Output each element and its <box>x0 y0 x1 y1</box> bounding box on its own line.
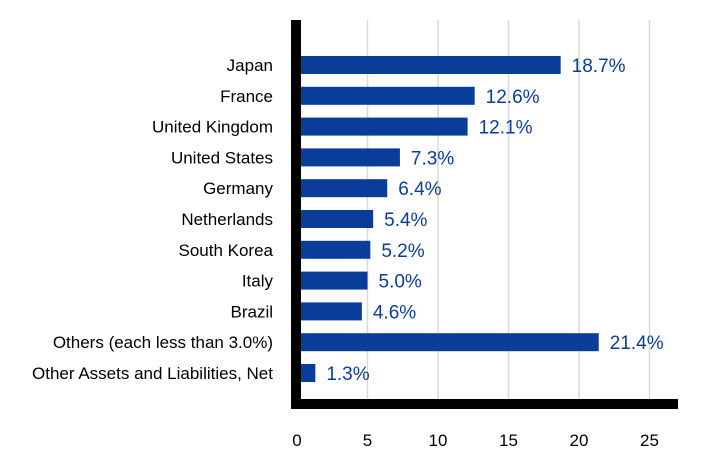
value-label-1: 18.7% <box>572 56 626 77</box>
category-label-6: Netherlands <box>181 210 273 229</box>
bar-5 <box>297 179 388 198</box>
bars <box>297 56 599 382</box>
category-label-2: France <box>220 87 273 106</box>
value-label-8: 5.0% <box>379 272 422 293</box>
x-axis-line <box>291 399 678 409</box>
y-axis-line <box>291 20 301 409</box>
category-label-1: Japan <box>227 56 273 75</box>
value-label-5: 6.4% <box>398 179 441 200</box>
x-tick-label-20: 20 <box>570 431 589 450</box>
bar-4 <box>297 148 400 167</box>
value-labels: 18.7% 12.6% 12.1% 7.3% 6.4% 5.4% 5.2% 5.0% 4.6% 2… <box>326 56 663 385</box>
value-label-4: 7.3% <box>411 148 454 169</box>
value-label-10: 21.4% <box>610 333 664 354</box>
category-label-9: Brazil <box>230 302 273 321</box>
value-label-9: 4.6% <box>373 302 416 323</box>
value-label-2: 12.6% <box>486 87 540 108</box>
bar-10 <box>297 333 599 352</box>
bar-6 <box>297 210 374 228</box>
category-label-8: Italy <box>242 272 274 291</box>
category-label-10: Others (each less than 3.0%) <box>53 333 273 352</box>
bar-7 <box>297 240 371 259</box>
x-tick-labels: 0 5 10 15 20 25 <box>292 431 659 450</box>
x-tick-label-10: 10 <box>429 431 448 450</box>
category-label-3: United Kingdom <box>152 118 273 137</box>
bar-3 <box>297 117 468 136</box>
bar-2 <box>297 86 475 105</box>
category-label-7: South Korea <box>178 241 273 260</box>
value-label-6: 5.4% <box>384 210 427 231</box>
category-label-5: Germany <box>203 179 273 198</box>
value-label-7: 5.2% <box>381 241 424 262</box>
bar-9 <box>297 302 362 321</box>
bar-8 <box>297 271 368 290</box>
category-labels: Japan France United Kingdom United States Ge… <box>32 56 274 383</box>
category-label-4: United States <box>171 148 273 167</box>
value-label-11: 1.3% <box>326 364 369 385</box>
value-label-3: 12.1% <box>479 118 533 139</box>
bar-1 <box>297 56 561 74</box>
category-label-11: Other Assets and Liabilities, Net <box>32 364 273 383</box>
axes <box>291 20 678 409</box>
x-tick-label-15: 15 <box>499 431 518 450</box>
x-tick-label-25: 25 <box>640 431 659 450</box>
bar-11 <box>297 364 316 382</box>
x-tick-label-5: 5 <box>363 431 372 450</box>
x-tick-label-0: 0 <box>292 431 301 450</box>
